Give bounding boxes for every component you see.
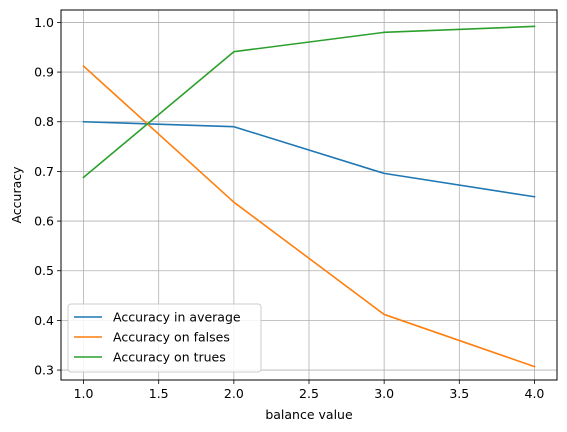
y-axis-label: Accuracy <box>9 166 24 224</box>
legend-label: Accuracy in average <box>113 310 241 325</box>
x-tick-label: 4.0 <box>525 386 545 401</box>
legend: Accuracy in average Accuracy on falses Acc… <box>67 303 262 373</box>
x-tick-label: 2.0 <box>224 386 244 401</box>
x-tick-label: 2.5 <box>299 386 319 401</box>
x-tick-label: 3.0 <box>374 386 394 401</box>
y-tick-label: 0.3 <box>34 363 54 378</box>
series-line-2 <box>82 64 536 368</box>
series-line-1 <box>82 120 536 198</box>
y-tick-label: 0.7 <box>34 164 54 179</box>
x-tick-label: 3.5 <box>449 386 469 401</box>
series-lines <box>82 25 536 368</box>
axis-ticks: 1.0 1.5 2.0 2.5 3.0 3.5 4.0 0.3 0.4 0.5 0.6 0.7 0.8 0… <box>34 15 544 401</box>
grid-lines <box>61 10 557 380</box>
y-tick-label: 0.4 <box>34 313 54 328</box>
legend-label: Accuracy on trues <box>113 350 226 365</box>
y-tick-label: 1.0 <box>34 15 54 30</box>
series-line-3 <box>82 25 536 179</box>
y-tick-label: 0.9 <box>34 65 54 80</box>
y-tick-label: 0.5 <box>34 263 54 278</box>
legend-items: Accuracy in average Accuracy on falses Acc… <box>74 310 241 365</box>
x-axis-label: balance value <box>265 407 353 422</box>
legend-label: Accuracy on falses <box>113 330 230 345</box>
x-tick-label: 1.5 <box>149 386 169 401</box>
legend-box <box>67 303 262 373</box>
y-tick-label: 0.6 <box>34 214 54 229</box>
y-tick-label: 0.8 <box>34 114 54 129</box>
x-tick-label: 1.0 <box>74 386 94 401</box>
